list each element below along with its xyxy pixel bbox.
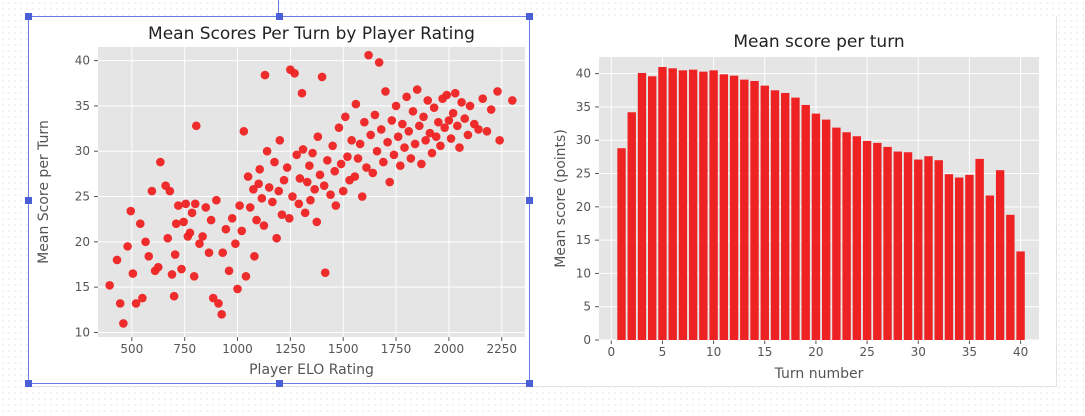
bar xyxy=(699,72,707,340)
bar-x-tick-label: 35 xyxy=(962,345,977,359)
bar-x-tick-label: 30 xyxy=(911,345,926,359)
bar xyxy=(853,136,861,340)
bar-chart-title: Mean score per turn xyxy=(733,32,904,52)
bar xyxy=(975,159,983,340)
bar-y-tick-label: 30 xyxy=(576,133,591,147)
bar xyxy=(832,128,840,340)
bar-x-axis-label: Turn number xyxy=(774,366,864,382)
bar-x-tick-label: 5 xyxy=(659,345,667,359)
bar xyxy=(945,174,953,340)
bar xyxy=(802,105,810,340)
bar xyxy=(1016,251,1024,340)
bar xyxy=(658,67,666,340)
bar xyxy=(720,74,728,340)
bar xyxy=(750,81,758,340)
bar xyxy=(730,76,738,340)
bar xyxy=(883,147,891,340)
bar xyxy=(761,86,769,340)
bar xyxy=(894,152,902,340)
bar xyxy=(679,70,687,340)
bar-y-tick-label: 25 xyxy=(576,167,591,181)
bar xyxy=(709,70,717,340)
bar xyxy=(996,170,1004,340)
bar xyxy=(842,132,850,340)
bar xyxy=(668,68,676,340)
bar xyxy=(791,98,799,340)
bar xyxy=(648,76,656,340)
bar-y-tick-label: 40 xyxy=(576,67,591,81)
bar xyxy=(617,148,625,340)
bar-x-tick-label: 15 xyxy=(757,345,772,359)
bar xyxy=(781,93,789,340)
bar xyxy=(863,141,871,340)
bar-y-tick-label: 35 xyxy=(576,100,591,114)
bar xyxy=(1006,215,1014,340)
bar-x-tick-label: 20 xyxy=(808,345,823,359)
bar xyxy=(771,90,779,340)
bar xyxy=(822,120,830,340)
bar xyxy=(904,152,912,340)
bar-y-tick-label: 0 xyxy=(583,333,591,347)
bar-y-tick-label: 5 xyxy=(583,300,591,314)
bar-x-tick-label: 40 xyxy=(1013,345,1028,359)
bar-y-tick-label: 20 xyxy=(576,200,591,214)
bar-x-tick-label: 10 xyxy=(706,345,721,359)
bar-x-tick-label: 0 xyxy=(607,345,615,359)
bar xyxy=(638,73,646,340)
bar xyxy=(924,156,932,340)
bar xyxy=(812,114,820,340)
bar xyxy=(628,112,636,340)
bar xyxy=(914,160,922,340)
bar xyxy=(689,70,697,340)
bar xyxy=(965,175,973,340)
bar xyxy=(955,178,963,340)
bar-y-tick-label: 15 xyxy=(576,233,591,247)
bar-x-tick-label: 25 xyxy=(859,345,874,359)
bar xyxy=(740,80,748,340)
bar xyxy=(986,196,994,340)
bar xyxy=(873,143,881,340)
bar xyxy=(935,160,943,340)
bar-y-axis-label: Mean score (points) xyxy=(553,129,569,268)
bar-y-tick-label: 10 xyxy=(576,266,591,280)
